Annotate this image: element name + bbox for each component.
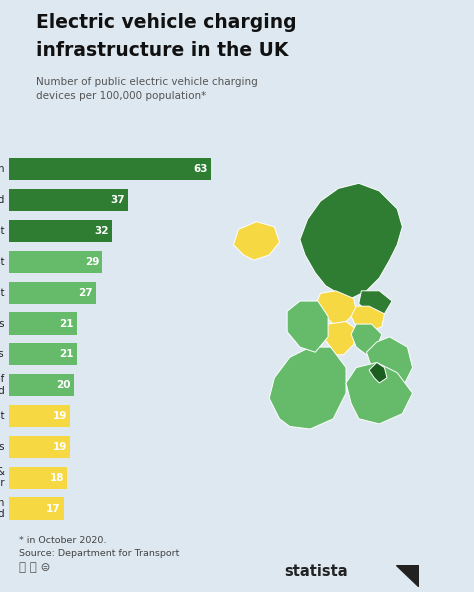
Bar xyxy=(9,497,64,520)
Text: Wales: Wales xyxy=(0,349,5,359)
Text: South West: South West xyxy=(0,288,5,298)
Bar xyxy=(9,158,211,181)
Text: 21: 21 xyxy=(59,318,73,329)
Text: ⓒ ⓘ ⊜: ⓒ ⓘ ⊜ xyxy=(19,561,50,574)
Text: 19: 19 xyxy=(53,411,67,421)
Text: West Midlands: West Midlands xyxy=(0,442,5,452)
Text: London: London xyxy=(0,165,5,174)
Text: 20: 20 xyxy=(56,380,71,390)
Text: Number of public electric vehicle charging
devices per 100,000 population*: Number of public electric vehicle chargi… xyxy=(36,77,257,101)
Polygon shape xyxy=(300,184,402,298)
Polygon shape xyxy=(269,347,346,429)
Text: 29: 29 xyxy=(85,257,99,267)
Bar xyxy=(9,374,73,396)
Text: 17: 17 xyxy=(46,504,61,513)
Text: North East: North East xyxy=(0,226,5,236)
Polygon shape xyxy=(287,301,328,352)
Text: 63: 63 xyxy=(194,165,208,174)
Polygon shape xyxy=(396,565,419,587)
Text: East Midlands: East Midlands xyxy=(0,318,5,329)
Polygon shape xyxy=(359,291,392,314)
Text: 19: 19 xyxy=(53,442,67,452)
Text: Electric vehicle charging: Electric vehicle charging xyxy=(36,13,296,32)
Polygon shape xyxy=(233,221,280,260)
Bar xyxy=(9,220,112,242)
Text: 37: 37 xyxy=(110,195,125,205)
Text: * in October 2020.
Source: Department for Transport: * in October 2020. Source: Department fo… xyxy=(19,536,179,558)
Text: 18: 18 xyxy=(49,472,64,482)
Bar xyxy=(9,189,128,211)
Text: 21: 21 xyxy=(59,349,73,359)
Polygon shape xyxy=(346,362,412,424)
Polygon shape xyxy=(351,324,382,355)
Text: 27: 27 xyxy=(78,288,93,298)
Text: North West: North West xyxy=(0,411,5,421)
Text: East of
England: East of England xyxy=(0,374,5,396)
Bar xyxy=(9,436,71,458)
Text: South East: South East xyxy=(0,257,5,267)
Text: 32: 32 xyxy=(94,226,109,236)
Text: infrastructure in the UK: infrastructure in the UK xyxy=(36,41,288,60)
Bar xyxy=(9,466,67,489)
Text: Scotland: Scotland xyxy=(0,195,5,205)
Bar xyxy=(9,282,96,304)
Polygon shape xyxy=(315,291,356,324)
Polygon shape xyxy=(369,362,387,383)
Text: statista: statista xyxy=(284,564,348,579)
Polygon shape xyxy=(366,337,412,388)
Bar xyxy=(9,343,77,365)
Text: Yorkshire &
the Humber: Yorkshire & the Humber xyxy=(0,467,5,488)
Text: Northern
Ireland: Northern Ireland xyxy=(0,498,5,519)
Polygon shape xyxy=(351,306,384,332)
Bar xyxy=(9,405,71,427)
Bar xyxy=(9,313,77,334)
Polygon shape xyxy=(323,321,356,355)
Bar xyxy=(9,251,102,273)
